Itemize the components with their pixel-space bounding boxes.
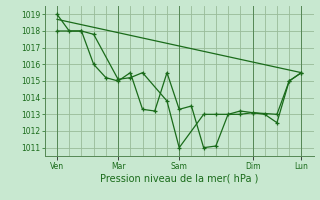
X-axis label: Pression niveau de la mer( hPa ): Pression niveau de la mer( hPa ) (100, 173, 258, 183)
